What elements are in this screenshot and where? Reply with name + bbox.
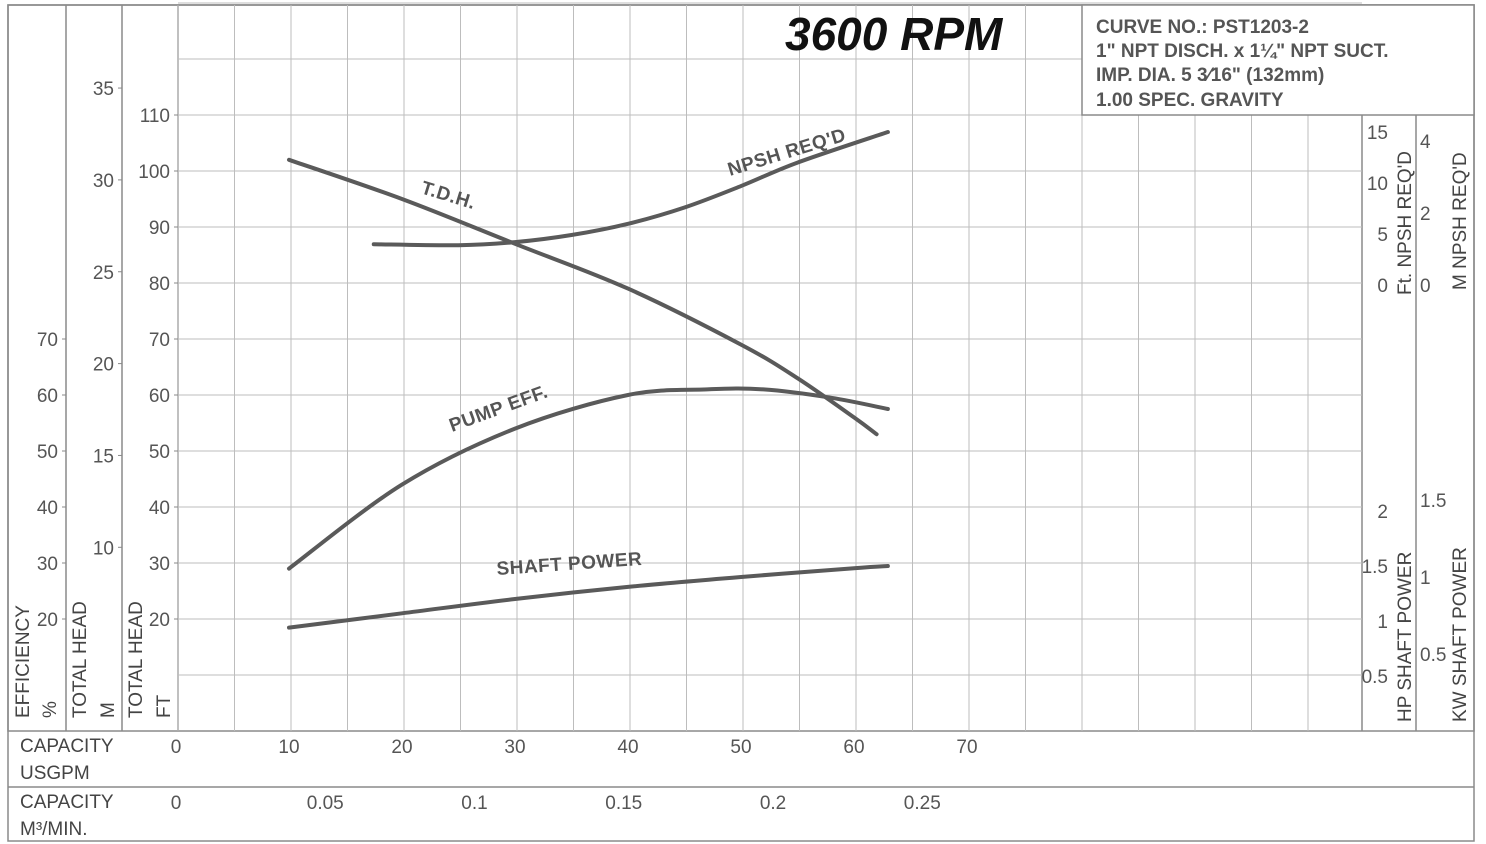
shaft-power-label: SHAFT POWER	[496, 549, 643, 580]
capacity-m3-tick-label: 0.25	[904, 793, 941, 814]
efficiency-tick-label: 60	[37, 386, 58, 407]
capacity-m3-tick-label: 0.2	[760, 793, 786, 814]
head-m-tick-label: 20	[93, 355, 114, 376]
outer-frame	[7, 4, 1475, 842]
efficiency-axis-unit: %	[40, 701, 61, 718]
capacity-usgpm-tick-label: 10	[278, 737, 299, 758]
npsh-m-tick-label: 2	[1420, 204, 1431, 225]
head-ft-tick-label: 50	[149, 442, 170, 463]
npsh-req-d-curve	[371, 130, 890, 248]
impeller-diameter: IMP. DIA. 5 3⁄16" (132mm)	[1096, 65, 1324, 86]
capacity-m3-unit: M³/MIN.	[20, 819, 88, 840]
head-ft-tick-label: 40	[149, 498, 170, 519]
head-ft-tick-label: 60	[149, 386, 170, 407]
efficiency-tick-label: 40	[37, 498, 58, 519]
head-m-tick-label: 15	[93, 446, 114, 467]
capacity-usgpm-label: CAPACITY	[20, 736, 114, 757]
kw-tick-label: 0.5	[1420, 645, 1446, 666]
kw-tick-label: 1	[1420, 568, 1431, 589]
head-ft-tick-label: 110	[140, 106, 170, 127]
head-m-tick-label: 30	[93, 171, 114, 192]
head-ft-tick-label: 20	[149, 610, 170, 631]
shaft-power-curve	[287, 564, 890, 630]
capacity-m3-tick-label: 0.15	[605, 793, 642, 814]
efficiency-tick-label: 30	[37, 554, 58, 575]
efficiency-tick-label: 50	[37, 442, 58, 463]
npsh-ft-tick-label: 0	[1377, 276, 1388, 297]
npsh-m-tick-label: 4	[1420, 132, 1431, 153]
capacity-usgpm-tick-label: 30	[504, 737, 525, 758]
specific-gravity: 1.00 SPEC. GRAVITY	[1096, 90, 1284, 111]
head-ft-tick-label: 80	[149, 274, 170, 295]
hp-tick-label: 0.5	[1362, 667, 1388, 688]
kw-tick-label: 1.5	[1420, 491, 1446, 512]
head-m-axis-title: TOTAL HEAD	[70, 601, 91, 718]
capacity-m3-tick-label: 0.1	[461, 793, 487, 814]
efficiency-tick-label: 70	[37, 330, 58, 351]
capacity-usgpm-tick-label: 50	[730, 737, 751, 758]
info-box-text: CURVE NO.: PST1203-2 1" NPT DISCH. x 1¼"…	[1096, 17, 1389, 111]
efficiency-tick-label: 20	[37, 610, 58, 631]
npsh-m-tick-label: 0	[1420, 276, 1431, 297]
head-m-tick-label: 35	[93, 79, 114, 100]
capacity-usgpm-tick-label: 20	[391, 737, 412, 758]
pump-eff-label: PUMP EFF.	[447, 382, 551, 437]
head-ft-tick-label: 30	[149, 554, 170, 575]
grid-lines	[177, 2, 1362, 731]
head-m-tick-label: 10	[93, 538, 114, 559]
head-ft-axis-unit: FT	[154, 694, 175, 718]
head-ft-axis-title: TOTAL HEAD	[126, 601, 147, 718]
capacity-usgpm-tick-label: 0	[171, 737, 182, 758]
pump-eff-curve	[287, 386, 890, 571]
npsh-ft-axis-title: Ft. NPSH REQ'D	[1395, 151, 1416, 295]
head-ft-tick-label: 90	[149, 218, 170, 239]
curve-number: CURVE NO.: PST1203-2	[1096, 17, 1309, 38]
hp-tick-label: 1	[1377, 612, 1388, 633]
kw-axis-title: KW SHAFT POWER	[1450, 547, 1471, 722]
chart-title: 3600 RPM	[785, 8, 1004, 60]
info-box	[1081, 4, 1475, 116]
hp-tick-label: 2	[1377, 502, 1388, 523]
efficiency-axis-title: EFFICIENCY	[13, 605, 34, 718]
hp-tick-label: 1.5	[1362, 557, 1388, 578]
capacity-m3-tick-label: 0.05	[307, 793, 344, 814]
t-d-h-curve	[287, 157, 879, 437]
tick-labels: 2030405060708090100110101520253035203040…	[37, 79, 1447, 814]
capacity-usgpm-unit: USGPM	[20, 763, 90, 784]
hp-axis-title: HP SHAFT POWER	[1395, 552, 1416, 722]
npsh-ft-tick-label: 15	[1367, 123, 1388, 144]
plot-frame	[7, 4, 1475, 732]
npsh-ft-tick-label: 10	[1367, 174, 1388, 195]
npsh-ft-tick-label: 5	[1377, 225, 1388, 246]
curves	[287, 130, 890, 630]
head-m-axis-unit: M	[98, 702, 119, 718]
npsh-m-axis-title: M NPSH REQ'D	[1450, 152, 1471, 290]
capacity-usgpm-tick-label: 70	[956, 737, 977, 758]
head-ft-tick-label: 70	[149, 330, 170, 351]
capacity-usgpm-tick-label: 60	[843, 737, 864, 758]
capacity-usgpm-tick-label: 40	[617, 737, 638, 758]
capacity-m3-label: CAPACITY	[20, 792, 114, 813]
connection-sizes: 1" NPT DISCH. x 1¼" NPT SUCT.	[1096, 41, 1389, 62]
capacity-m3-tick-label: 0	[171, 793, 182, 814]
head-ft-tick-label: 100	[138, 162, 170, 183]
head-m-tick-label: 25	[93, 263, 114, 284]
